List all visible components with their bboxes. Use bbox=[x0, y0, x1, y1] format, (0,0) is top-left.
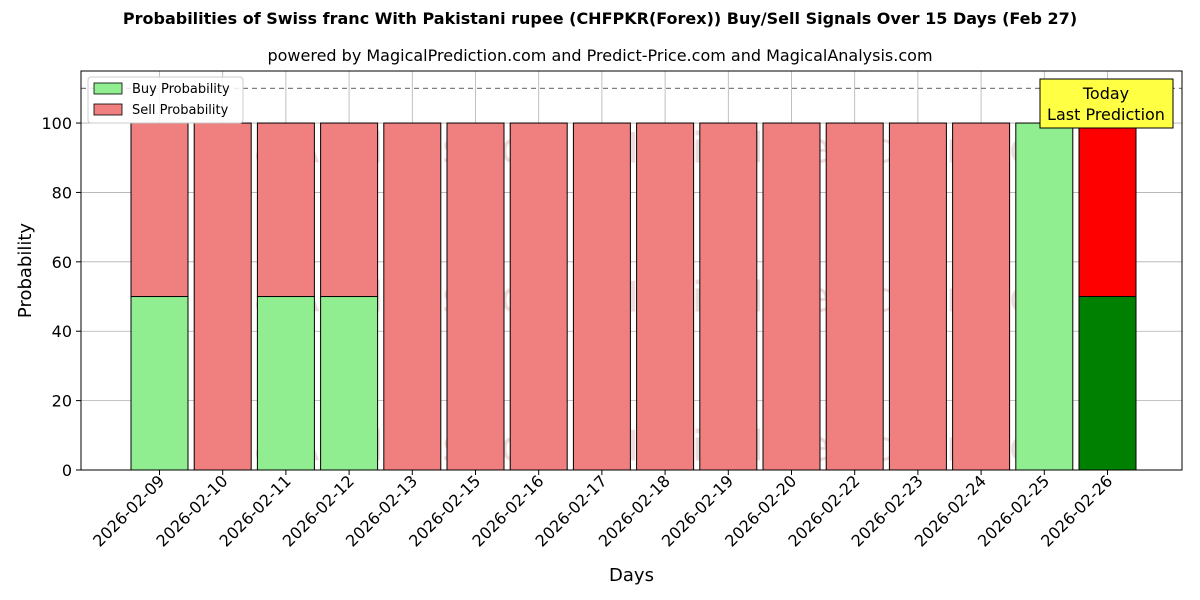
legend-swatch-buy bbox=[93, 82, 123, 95]
bar-buy bbox=[130, 296, 189, 471]
bar-buy bbox=[1015, 122, 1074, 471]
x-axis-label: Days bbox=[609, 565, 654, 586]
plot-frame bbox=[80, 70, 1183, 471]
legend-swatch-sell bbox=[93, 103, 123, 116]
y-tick-label: 20 bbox=[52, 392, 72, 411]
y-tick-label: 80 bbox=[52, 183, 72, 202]
bar-sell bbox=[888, 122, 947, 471]
bar-sell bbox=[1078, 122, 1137, 298]
bar-sell bbox=[446, 122, 505, 471]
bar-sell bbox=[130, 122, 189, 298]
legend-label-sell: Sell Probability bbox=[132, 103, 229, 118]
legend-box bbox=[87, 76, 244, 124]
bar-sell bbox=[762, 122, 821, 471]
y-axis-label: Probability bbox=[15, 223, 36, 318]
annotation-line-2: Last Prediction bbox=[1047, 105, 1165, 124]
bar-buy bbox=[320, 296, 379, 471]
bar-sell bbox=[572, 122, 631, 471]
bar-sell bbox=[825, 122, 884, 471]
bar-layer bbox=[130, 122, 1137, 471]
bar-sell bbox=[636, 122, 695, 471]
annotation-line-1: Today bbox=[1082, 84, 1129, 103]
y-tick-label: 0 bbox=[62, 461, 72, 480]
bar-buy bbox=[1078, 296, 1137, 471]
chart-title: Probabilities of Swiss franc With Pakist… bbox=[122, 9, 1078, 28]
bar-sell bbox=[320, 122, 379, 298]
bar-sell bbox=[383, 122, 442, 471]
bar-sell bbox=[952, 122, 1011, 471]
y-tick-label: 40 bbox=[52, 322, 72, 341]
bar-buy bbox=[256, 296, 315, 471]
bar-sell bbox=[509, 122, 568, 471]
legend-label-buy: Buy Probability bbox=[132, 82, 230, 97]
bar-sell bbox=[256, 122, 315, 298]
legend: Buy Probability Sell Probability bbox=[87, 76, 244, 124]
bar-sell bbox=[193, 122, 252, 471]
y-tick-label: 60 bbox=[52, 253, 72, 272]
chart-subtitle: powered by MagicalPrediction.com and Pre… bbox=[267, 46, 933, 65]
today-annotation: Today Last Prediction bbox=[1039, 78, 1174, 129]
bar-sell bbox=[699, 122, 758, 471]
annotation-box bbox=[1039, 78, 1174, 129]
y-tick-label: 100 bbox=[41, 114, 72, 133]
